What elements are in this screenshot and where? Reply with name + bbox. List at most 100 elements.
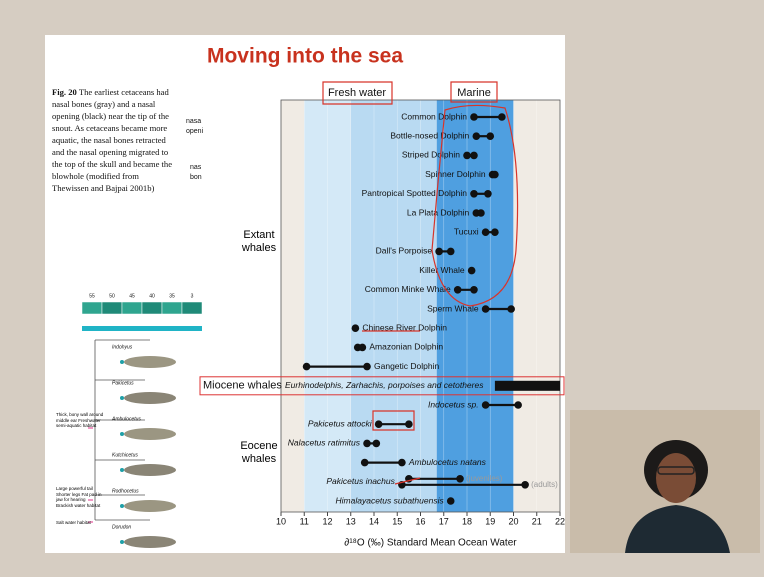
dot — [491, 228, 499, 236]
row-label: Spinner Dolphin — [425, 169, 486, 179]
caption: Fig. 20 The earliest cetaceans had nasal… — [52, 86, 174, 194]
row-label: Gangetic Dolphin — [374, 361, 439, 371]
header-label: Fresh water — [328, 87, 386, 99]
habitat-band — [350, 100, 437, 512]
row-label: Eurhinodelphis, Zarhachis, porpoises and… — [285, 380, 484, 390]
x-tick-label: 21 — [532, 516, 542, 526]
dot — [456, 475, 464, 483]
row-label: Indocetus sp. — [428, 399, 479, 409]
animal — [124, 464, 176, 476]
x-tick-label: 17 — [439, 516, 449, 526]
x-tick-label: 10 — [276, 516, 286, 526]
group-label: Eocene whales — [240, 440, 278, 465]
x-tick-label: 16 — [415, 516, 425, 526]
dot — [446, 497, 455, 505]
taxon-label: Indohyus — [112, 344, 133, 350]
dot — [507, 305, 515, 313]
row-label: Pakicetus attocki — [308, 418, 373, 428]
row-label: Bottle-nosed Dolphin — [390, 130, 469, 140]
x-tick-label: 22 — [555, 516, 565, 526]
dot — [481, 305, 490, 313]
dot — [477, 209, 485, 217]
dot — [521, 481, 529, 489]
caption-fragment: nas — [190, 164, 202, 171]
animal — [124, 392, 176, 404]
dot — [302, 362, 311, 371]
habitat-marks — [88, 427, 93, 523]
row-label: Killer Whale — [419, 265, 465, 275]
caption-fragment: openi — [186, 128, 204, 135]
row-label: Striped Dolphin — [402, 150, 460, 160]
node — [120, 468, 124, 472]
timeline-bar — [82, 326, 202, 331]
caption-text: The earliest cetaceans had nasal bones (… — [52, 87, 173, 193]
row-label: Sperm Whale — [427, 303, 479, 313]
timeline-cell — [181, 301, 203, 315]
animal — [124, 536, 176, 548]
range-bar — [494, 380, 560, 391]
x-tick-label: 19 — [485, 516, 495, 526]
timeline-cell — [121, 301, 143, 315]
dot — [374, 420, 383, 429]
dot — [405, 420, 413, 429]
timeline-label: 45 — [129, 293, 135, 299]
node — [120, 396, 124, 400]
timeline-label: 35 — [169, 293, 175, 299]
timeline-label: 50 — [109, 293, 115, 299]
dot — [491, 170, 499, 179]
webcam-face — [656, 453, 696, 503]
plot-frame — [280, 99, 561, 513]
tree — [94, 339, 150, 521]
dot — [470, 190, 478, 198]
dot — [363, 439, 371, 448]
dot — [470, 151, 478, 160]
animal — [124, 500, 176, 512]
node — [120, 504, 124, 508]
dot — [514, 401, 522, 409]
timeline-cell — [101, 301, 123, 315]
x-axis-label: ∂¹⁸O (‰) Standard Mean Ocean Water — [344, 538, 517, 549]
row-label: Pantropical Spotted Dolphin — [362, 188, 468, 198]
row-label: Chinese River Dolphin — [362, 322, 447, 332]
animal — [124, 428, 176, 440]
timeline-label: 3 — [191, 293, 194, 299]
dot — [463, 151, 471, 160]
row-label: Himalayacetus subathuensis — [336, 495, 445, 505]
habitat-note: Thick, bony wall around middle ear Fresh… — [56, 412, 104, 428]
habitat-note: Salt water habitat — [56, 520, 91, 525]
x-tick-label: 13 — [346, 516, 356, 526]
row-label: Ambulocetus natans — [408, 457, 487, 467]
x-tick-label: 12 — [322, 516, 332, 526]
webcam-body — [625, 505, 730, 553]
node — [120, 432, 124, 436]
dot — [446, 247, 455, 256]
x-tick-label: 18 — [462, 516, 472, 526]
row-label: Amazonian Dolphin — [369, 342, 443, 352]
caption-fragment: nasa — [186, 118, 201, 125]
dot — [360, 458, 369, 467]
timeline-cell — [81, 301, 103, 315]
range-note: (adults) — [531, 480, 558, 489]
x-tick-label: 20 — [508, 516, 518, 526]
dot — [498, 113, 506, 121]
taxon-label: Rodhocetus — [112, 488, 139, 494]
range-note: (juveniles) — [466, 474, 503, 483]
taxon-label: Dorudon — [112, 524, 131, 530]
taxon-label: Ambulocetus — [111, 416, 141, 422]
x-tick-label: 14 — [369, 516, 379, 526]
dot — [484, 190, 492, 198]
dot — [435, 247, 443, 256]
webcam-glasses — [657, 466, 695, 475]
dot — [358, 343, 367, 352]
timeline-label: 40 — [149, 293, 155, 299]
row-label: Pakicetus inachus — [326, 476, 395, 486]
dot — [470, 113, 478, 121]
dot — [481, 228, 490, 236]
dot — [481, 401, 490, 409]
group-label: Miocene whales — [203, 380, 282, 392]
dot — [372, 439, 381, 448]
dot — [453, 286, 462, 294]
taxon-label: Pakicetus — [112, 380, 134, 386]
